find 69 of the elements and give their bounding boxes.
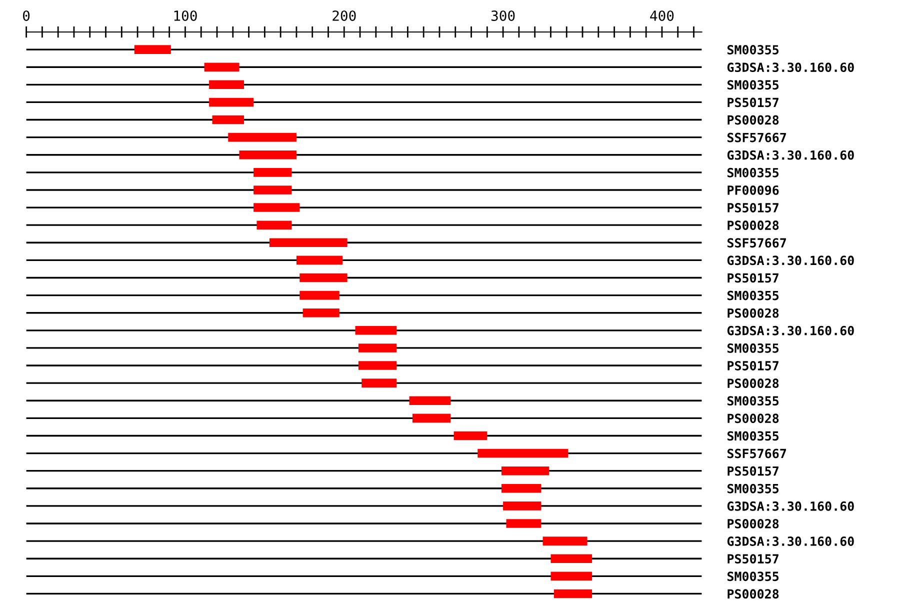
bar: [358, 361, 397, 370]
y-tick-label: SM00355: [727, 80, 779, 90]
y-tick-label: G3DSA:3.30.160.60: [727, 326, 854, 336]
bar: [209, 98, 254, 107]
y-tick-label: G3DSA:3.30.160.60: [727, 256, 854, 266]
y-tick-label: PS00028: [728, 414, 779, 424]
y-tick-label: SSF57667: [727, 132, 786, 142]
bar: [501, 466, 550, 476]
y-tick-label: G3DSA:3.30.160.60: [727, 536, 854, 546]
bar: [209, 80, 244, 90]
y-tick-label: PF00096: [728, 185, 779, 195]
x-tick-label: 300: [491, 10, 515, 21]
y-tick-label: PS50157: [728, 203, 778, 212]
bar: [362, 378, 397, 388]
y-tick-label: SM00355: [727, 484, 779, 494]
y-tick-label: SM00355: [727, 45, 779, 54]
x-tick-label: 400: [650, 10, 674, 21]
x-tick-label: 100: [174, 10, 197, 21]
y-tick-label: PS00028: [728, 518, 779, 528]
y-tick-label: PS00028: [728, 115, 779, 125]
bar: [228, 132, 296, 142]
y-tick-label: SSF57667: [727, 238, 786, 248]
bar: [256, 220, 292, 230]
y-tick-label: SM00355: [727, 396, 779, 406]
bar: [478, 448, 568, 458]
bar: [409, 396, 451, 406]
y-tick-label: PS50157: [728, 273, 778, 283]
bar: [204, 62, 240, 72]
bar: [550, 554, 592, 563]
y-tick-label: G3DSA:3.30.160.60: [727, 501, 854, 511]
x-tick-label: 200: [332, 10, 356, 21]
y-tick-label: PS50157: [728, 554, 778, 564]
x-tick-label: 0: [23, 10, 30, 21]
y-tick-label: SM00355: [727, 431, 779, 441]
bar: [302, 308, 340, 318]
bar: [501, 484, 542, 493]
y-tick-label: PS50157: [728, 360, 778, 370]
y-tick-label: SM00355: [727, 343, 779, 353]
bar: [296, 256, 343, 265]
bar: [542, 536, 588, 546]
y-tick-label: G3DSA:3.30.160.60: [727, 62, 854, 72]
bar: [300, 273, 348, 282]
y-tick-label: SSF57667: [727, 448, 786, 458]
bar: [254, 186, 292, 194]
bar: [239, 150, 296, 160]
bar: [412, 414, 451, 423]
y-tick-label: SM00355: [727, 572, 779, 582]
bar: [503, 502, 542, 510]
y-tick-label: PS00028: [728, 220, 779, 230]
bar: [254, 203, 300, 212]
y-tick-label: PS00028: [728, 378, 779, 388]
y-tick-label: PS00028: [728, 589, 779, 599]
bar: [254, 168, 292, 177]
y-tick-label: SM00355: [727, 290, 779, 300]
bar: [454, 431, 488, 440]
bar: [300, 290, 340, 300]
bar: [358, 344, 397, 352]
bar: [506, 519, 542, 528]
bar: [212, 115, 244, 124]
y-tick-label: SM00355: [727, 168, 779, 178]
y-tick-label: G3DSA:3.30.160.60: [727, 150, 854, 160]
y-tick-label: PS50157: [728, 466, 778, 476]
bar: [554, 589, 592, 598]
bar: [355, 326, 397, 335]
y-tick-label: PS00028: [728, 308, 779, 318]
bar: [134, 45, 171, 54]
y-tick-label: PS50157: [728, 98, 778, 108]
bar: [550, 572, 592, 581]
bar: [269, 238, 348, 248]
